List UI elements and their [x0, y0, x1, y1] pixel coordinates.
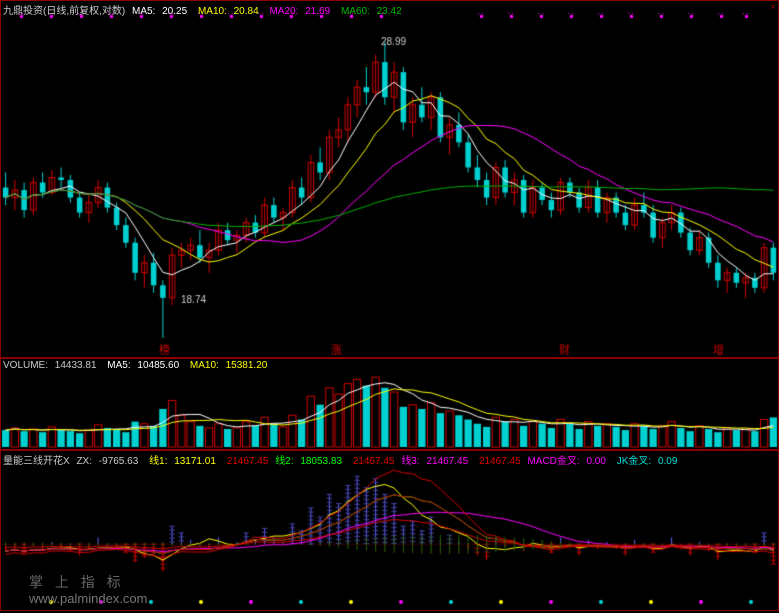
vol-ma10-label: MA10: 15381.20 — [190, 360, 271, 371]
price-chart-panel[interactable]: 九鼎投资(日线,前复权,对数) MA5: 20.25 MA10: 20.84 M… — [0, 0, 779, 358]
ma20-label: MA20: 21.69 — [269, 6, 334, 17]
volume-canvas[interactable] — [1, 359, 778, 449]
watermark-text: 掌 上 指 标 — [29, 572, 125, 592]
volume-chart-panel[interactable]: VOLUME: 14433.81 MA5: 10485.60 MA10: 153… — [0, 358, 779, 450]
line3-label: 线3: 21467.45 — [401, 456, 472, 467]
line2-label: 线2: 18053.83 — [275, 456, 346, 467]
watermark-url: www.palmindex.com — [29, 591, 148, 606]
indicator-chart-panel[interactable]: 量能三线开花X ZX: -9765.63 线1: 13171.01 21467.… — [0, 450, 779, 611]
ma5-label: MA5: 20.25 — [132, 6, 191, 17]
line1-v2: 21467.45 — [227, 456, 269, 467]
line1-label: 线1: 13171.01 — [149, 456, 220, 467]
indicator-header: 量能三线开花X ZX: -9765.63 线1: 13171.01 21467.… — [3, 452, 685, 467]
line3-v2: 21467.45 — [479, 456, 521, 467]
indicator-title: 量能三线开花X — [3, 456, 70, 467]
vol-ma5-label: MA5: 10485.60 — [107, 360, 183, 371]
stock-title: 九鼎投资(日线,前复权,对数) — [3, 6, 125, 17]
ma10-label: MA10: 20.84 — [198, 6, 263, 17]
price-canvas[interactable] — [1, 1, 778, 357]
macd-label: MACD金叉: 0.00 — [527, 456, 609, 467]
price-header: 九鼎投资(日线,前复权,对数) MA5: 20.25 MA10: 20.84 M… — [3, 2, 410, 17]
ma60-label: MA60: 23.42 — [341, 6, 406, 17]
close-icon[interactable]: × — [770, 2, 776, 13]
zx-label: ZX: -9765.63 — [76, 456, 142, 467]
jk-label: JK金叉: 0.09 — [617, 456, 682, 467]
volume-header: VOLUME: 14433.81 MA5: 10485.60 MA10: 153… — [3, 360, 275, 371]
line2-v2: 21467.45 — [353, 456, 395, 467]
volume-label: VOLUME: 14433.81 — [3, 360, 101, 371]
